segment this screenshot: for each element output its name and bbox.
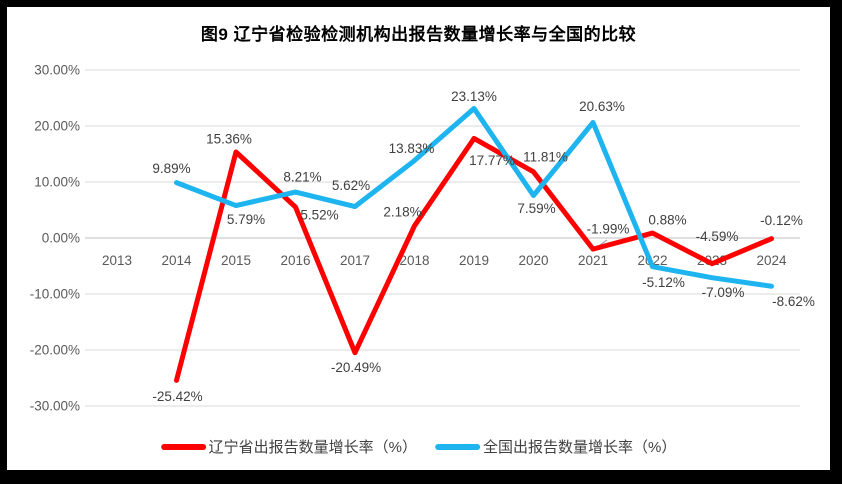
x-axis-tick-label: 2013	[102, 253, 132, 268]
y-axis-tick-label: -20.00%	[30, 343, 80, 358]
liaoning-data-label: -20.49%	[331, 360, 381, 375]
national-series-line	[174, 105, 774, 289]
national-data-label: 13.83%	[389, 141, 435, 156]
national-data-label: 9.89%	[152, 161, 190, 176]
national-data-label: 8.21%	[283, 170, 321, 185]
liaoning-data-label: 11.81%	[523, 149, 568, 164]
national-data-label: -5.12%	[642, 275, 685, 290]
line-chart: 30.00% 20.00% 10.00% 0.00% -10.00% -20.00% -30…	[30, 63, 815, 414]
y-axis-tick-label: 0.00%	[42, 231, 80, 246]
y-axis-tick-label: -10.00%	[30, 287, 80, 302]
national-data-label: 23.13%	[451, 89, 497, 104]
x-axis-tick-label: 2015	[221, 253, 251, 268]
x-axis-tick-label: 2021	[578, 253, 608, 268]
x-axis-tick-label: 2017	[340, 253, 370, 268]
liaoning-data-label: 2.18%	[383, 204, 421, 219]
chart-legend: 辽宁省出报告数量增长率（%） 全国出报告数量增长率（%）	[160, 436, 676, 457]
liaoning-data-label: 15.36%	[206, 131, 252, 146]
x-axis-tick-label: 2024	[756, 253, 787, 268]
legend-item-liaoning: 辽宁省出报告数量增长率（%）	[160, 436, 417, 457]
national-data-label: 5.62%	[332, 178, 370, 193]
national-data-label: 20.63%	[579, 99, 625, 114]
liaoning-data-label: -25.42%	[152, 389, 202, 404]
national-data-label: -7.09%	[702, 285, 745, 300]
y-axis-tick-label: 20.00%	[34, 119, 80, 134]
national-data-label: 7.59%	[517, 201, 555, 216]
liaoning-data-label: -4.59%	[696, 229, 739, 244]
x-axis-tick-label: 2023	[697, 253, 727, 268]
chart-canvas: 图9 辽宁省检验检测机构出报告数量增长率与全国的比较 30.00% 20.00% 1…	[7, 7, 830, 470]
x-axis-tick-label: 2019	[459, 253, 489, 268]
liaoning-data-label: 5.52%	[300, 208, 338, 223]
y-axis-tick-label: 30.00%	[34, 63, 80, 78]
x-axis-tick-label: 2016	[280, 253, 310, 268]
x-axis-tick-label: 2020	[518, 253, 548, 268]
legend-label-national: 全国出报告数量增长率（%）	[483, 439, 677, 456]
liaoning-data-label: 0.88%	[648, 213, 686, 228]
chart-title: 图9 辽宁省检验检测机构出报告数量增长率与全国的比较	[200, 25, 637, 44]
legend-label-liaoning: 辽宁省出报告数量增长率（%）	[208, 439, 417, 456]
liaoning-data-label: -0.12%	[760, 213, 803, 228]
national-line-swatch	[435, 443, 480, 450]
y-axis-tick-label: -30.00%	[30, 399, 80, 414]
national-data-label: 5.79%	[227, 212, 265, 227]
x-axis-tick-label: 2014	[161, 253, 192, 268]
liaoning-series-line	[174, 135, 774, 383]
liaoning-line-swatch	[160, 443, 206, 450]
x-axis-tick-label: 2018	[399, 253, 429, 268]
legend-item-national: 全国出报告数量增长率（%）	[435, 436, 676, 457]
liaoning-data-label: -1.99%	[587, 222, 630, 237]
y-axis-tick-label: 10.00%	[34, 175, 80, 190]
liaoning-data-label: 17.77%	[469, 153, 515, 168]
national-data-label: -8.62%	[772, 294, 815, 309]
